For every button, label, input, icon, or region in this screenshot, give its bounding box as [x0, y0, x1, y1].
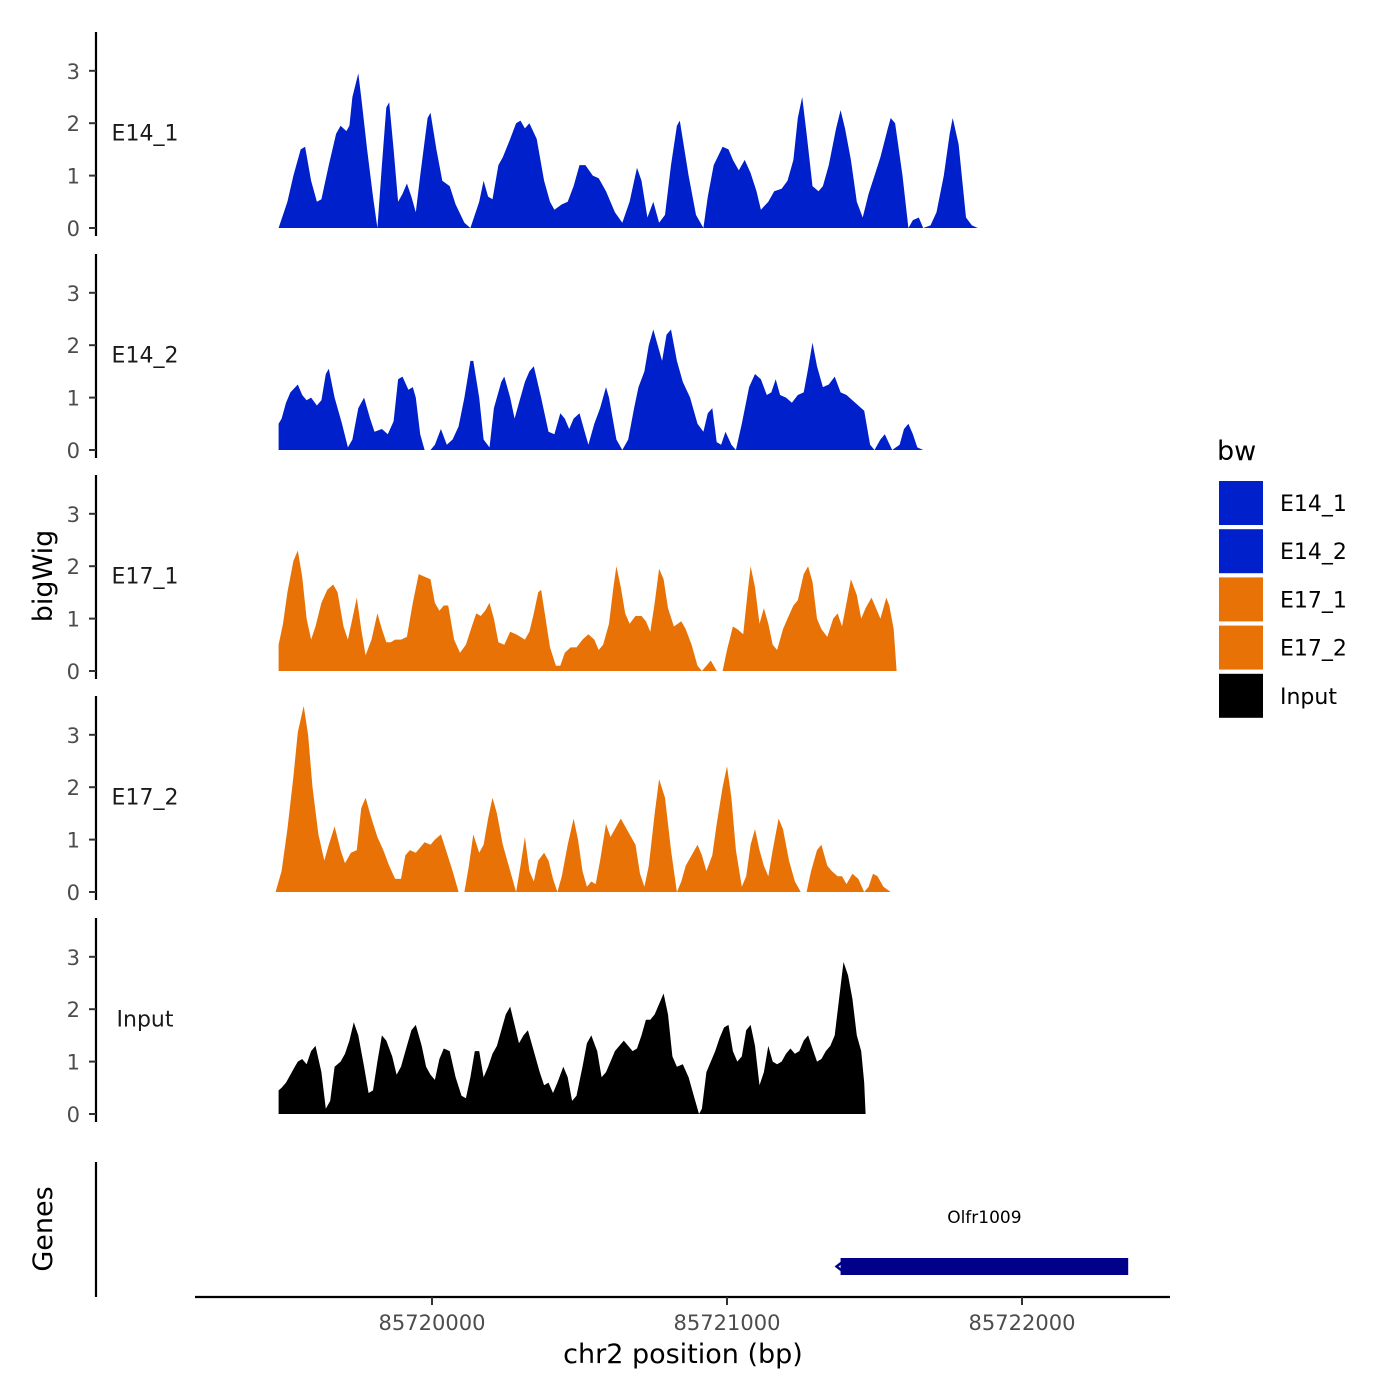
- track-E14_2: 0 1 2 3 E14_2: [67, 254, 924, 463]
- track-panels: 0 1 2 3 E14_1 0 1 2 3 E14_2 0 1 2 3 E17_1 0 1 2 3 E17_2 0 1 2 3…: [67, 32, 978, 1127]
- y-tick-label: 0: [67, 660, 80, 684]
- y-tick-label: 2: [67, 334, 80, 358]
- y-tick-label: 0: [67, 217, 80, 241]
- genes-panel: Olfr1009: [94, 1162, 1129, 1297]
- x-axis-title: chr2 position (bp): [563, 1339, 803, 1370]
- track-Input: 0 1 2 3 Input: [67, 918, 866, 1127]
- legend-label: Input: [1280, 685, 1337, 710]
- legend-item-E17_1: E17_1: [1219, 577, 1347, 622]
- track-E17_1: 0 1 2 3 E17_1: [67, 475, 897, 684]
- legend: bw E14_1 E14_2 E17_1 E17_2 Input: [1217, 436, 1347, 718]
- gene-Olfr1009: Olfr1009: [834, 1208, 1129, 1275]
- y-tick-label: 3: [67, 946, 80, 970]
- x-tick-label: 85721000: [674, 1311, 781, 1335]
- y-tick-label: 1: [67, 608, 80, 632]
- y-tick-label: 0: [67, 439, 80, 463]
- y-tick-label: 3: [67, 503, 80, 527]
- y-tick-label: 2: [67, 555, 80, 579]
- y-tick-label: 1: [67, 165, 80, 189]
- area-E17_2: [275, 706, 891, 892]
- legend-item-E14_2: E14_2: [1219, 529, 1347, 574]
- y-tick-label: 0: [67, 881, 80, 905]
- y-tick-label: 3: [67, 724, 80, 748]
- legend-title: bw: [1217, 436, 1256, 467]
- y-tick-label: 1: [67, 387, 80, 411]
- track-E14_1: 0 1 2 3 E14_1: [67, 32, 978, 241]
- track-label-E14_2: E14_2: [112, 344, 179, 369]
- y-tick-label: 3: [67, 60, 80, 84]
- track-label-Input: Input: [117, 1008, 174, 1033]
- track-label-E17_1: E17_1: [112, 565, 179, 590]
- legend-label: E14_1: [1280, 492, 1347, 517]
- legend-label: E17_1: [1280, 588, 1347, 613]
- legend-swatch: [1219, 577, 1263, 622]
- legend-label: E17_2: [1280, 637, 1347, 662]
- legend-swatch: [1219, 481, 1263, 525]
- y-tick-label: 1: [67, 1051, 80, 1075]
- gene-label: Olfr1009: [947, 1208, 1021, 1228]
- track-E17_2: 0 1 2 3 E17_2: [67, 696, 891, 905]
- legend-item-E14_1: E14_1: [1219, 481, 1347, 525]
- y-tick-label: 3: [67, 282, 80, 306]
- x-tick-label: 85720000: [379, 1311, 486, 1335]
- legend-label: E14_2: [1280, 540, 1347, 565]
- legend-items: E14_1 E14_2 E17_1 E17_2 Input: [1219, 481, 1347, 718]
- x-axis: 85720000 85721000 85722000: [195, 1295, 1170, 1335]
- area-E14_2: [278, 329, 924, 450]
- y-axis-title: bigWig: [28, 530, 59, 623]
- legend-swatch: [1219, 673, 1263, 718]
- strand-arrow: [834, 1260, 845, 1273]
- gene-marks: Olfr1009: [834, 1208, 1129, 1275]
- y-tick-label: 1: [67, 829, 80, 853]
- area-E17_1: [278, 550, 897, 671]
- x-tick-label: 85722000: [969, 1311, 1076, 1335]
- track-label-E17_2: E17_2: [112, 786, 179, 811]
- legend-swatch: [1219, 529, 1263, 574]
- x-ticks: 85720000 85721000 85722000: [379, 1297, 1076, 1335]
- y-tick-label: 2: [67, 112, 80, 136]
- track-label-E14_1: E14_1: [112, 122, 179, 147]
- y-tick-label: 2: [67, 998, 80, 1022]
- genes-axis-title: Genes: [28, 1186, 59, 1271]
- area-E14_1: [278, 73, 978, 229]
- legend-item-Input: Input: [1219, 673, 1337, 718]
- area-Input: [278, 962, 866, 1114]
- legend-item-E17_2: E17_2: [1219, 625, 1347, 670]
- gene-body: [840, 1258, 1129, 1275]
- y-tick-label: 2: [67, 776, 80, 800]
- y-tick-label: 0: [67, 1103, 80, 1127]
- legend-swatch: [1219, 625, 1263, 670]
